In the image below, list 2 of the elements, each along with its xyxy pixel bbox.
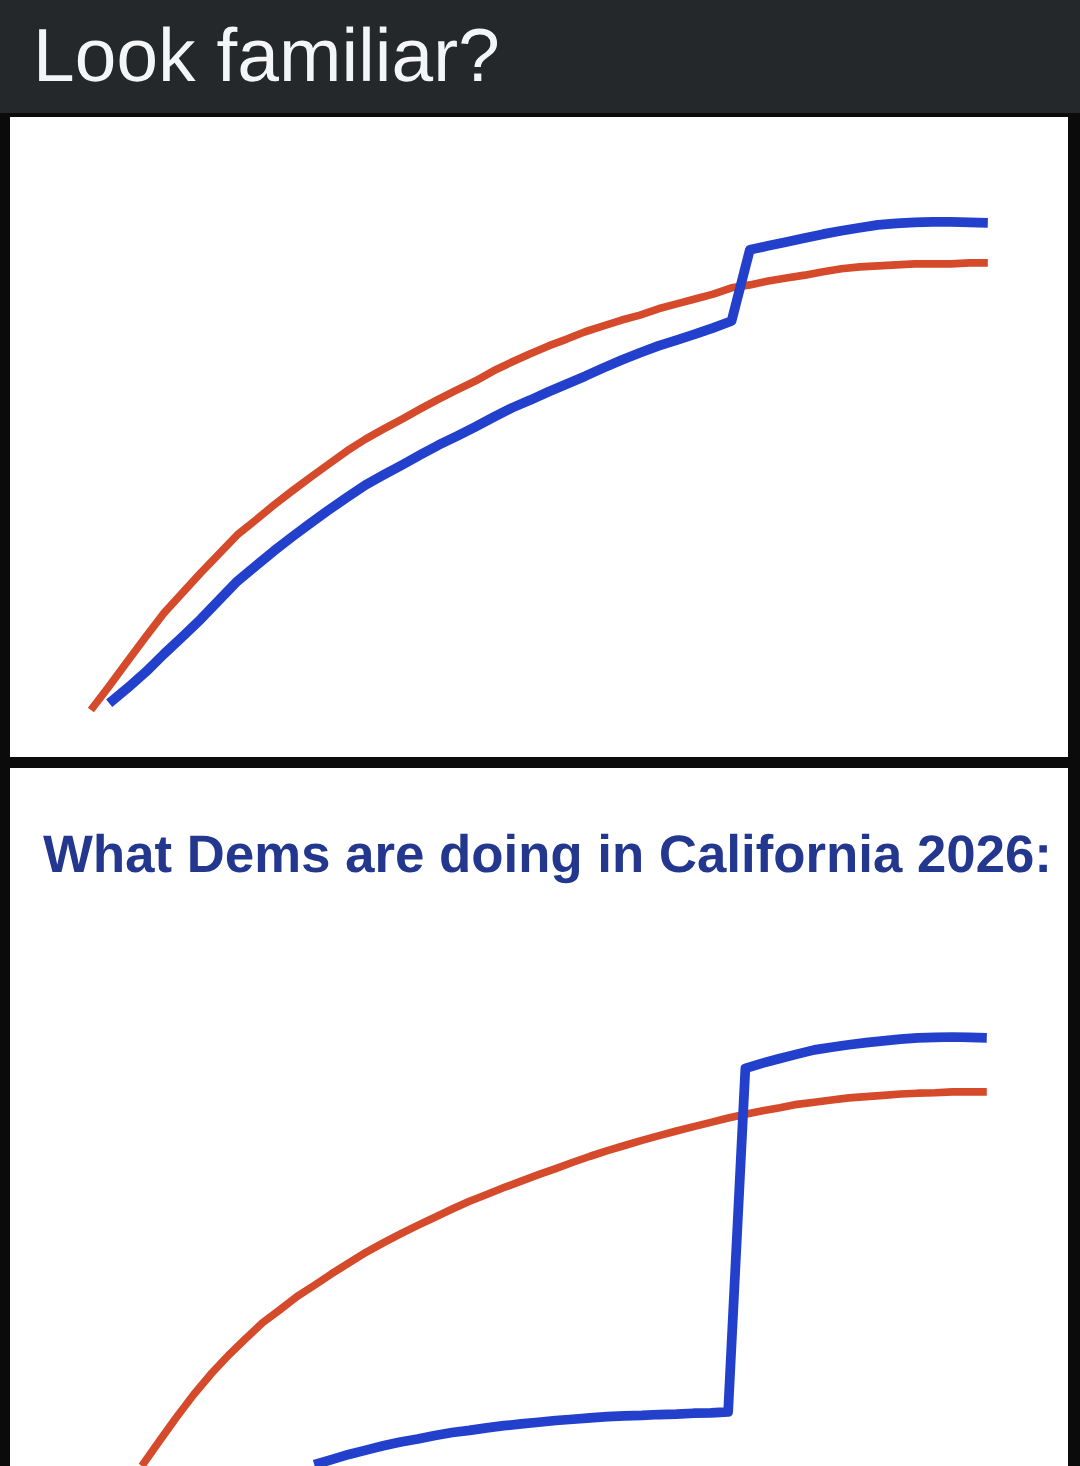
- chart-title: What Dems are doing in California 2026:: [43, 833, 1047, 884]
- chart-title: Look familiar?: [39, 26, 498, 82]
